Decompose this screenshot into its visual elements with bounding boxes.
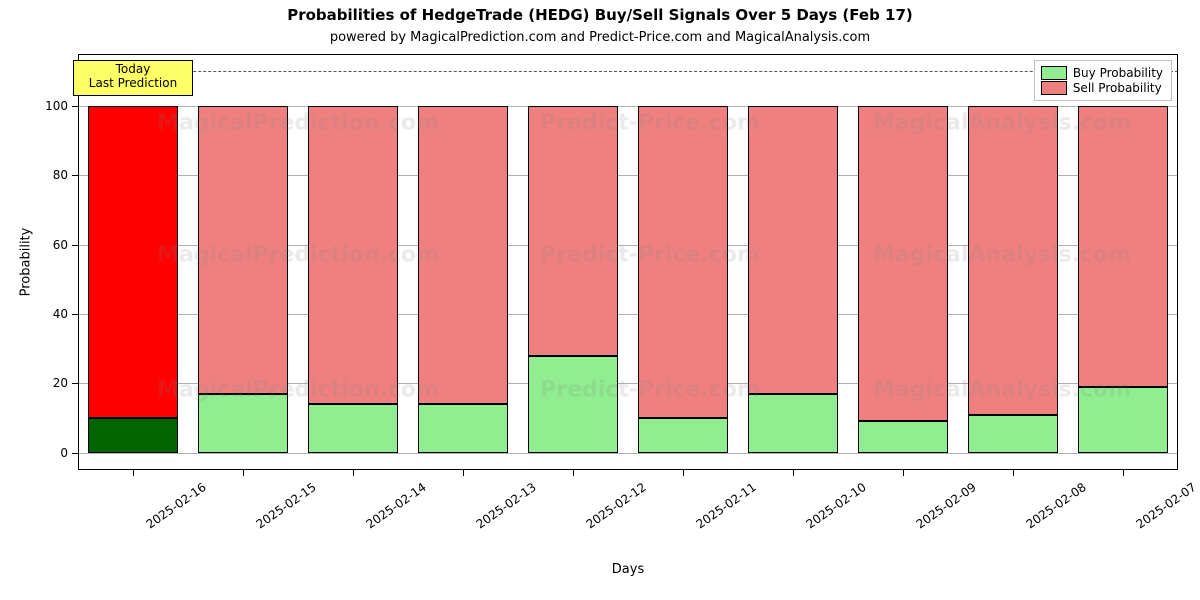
y-tick <box>72 106 78 107</box>
bar-buy <box>88 418 178 453</box>
legend-label: Buy Probability <box>1073 66 1163 80</box>
x-tick-label: 2025-02-11 <box>694 480 759 531</box>
y-tick-label: 80 <box>38 168 68 182</box>
plot-area: MagicalPrediction.comPredict-Price.comMa… <box>78 54 1178 470</box>
x-tick <box>243 470 244 476</box>
x-tick <box>683 470 684 476</box>
x-tick-label: 2025-02-12 <box>584 480 649 531</box>
bar-buy <box>748 394 838 453</box>
figure: Probabilities of HedgeTrade (HEDG) Buy/S… <box>0 0 1200 600</box>
bar-sell <box>528 106 618 356</box>
x-tick-label: 2025-02-09 <box>914 480 979 531</box>
bar-buy <box>1078 387 1168 453</box>
bar-sell <box>638 106 728 418</box>
y-tick-label: 40 <box>38 307 68 321</box>
bar-sell <box>858 106 948 421</box>
y-tick-label: 100 <box>38 99 68 113</box>
bar-buy <box>418 404 508 453</box>
x-tick-label: 2025-02-13 <box>474 480 539 531</box>
bar-sell <box>308 106 398 404</box>
chart-subtitle: powered by MagicalPrediction.com and Pre… <box>0 30 1200 45</box>
x-tick-label: 2025-02-08 <box>1024 480 1089 531</box>
legend-label: Sell Probability <box>1073 81 1162 95</box>
x-tick <box>1123 470 1124 476</box>
x-tick-label: 2025-02-16 <box>144 480 209 531</box>
y-tick-label: 60 <box>38 238 68 252</box>
x-tick <box>793 470 794 476</box>
y-tick <box>72 314 78 315</box>
x-tick <box>463 470 464 476</box>
legend-swatch <box>1041 81 1067 95</box>
x-tick <box>353 470 354 476</box>
today-callout: TodayLast Prediction <box>73 60 193 96</box>
reference-line <box>78 71 1178 72</box>
bar-sell <box>198 106 288 394</box>
x-tick-label: 2025-02-14 <box>364 480 429 531</box>
gridline <box>78 453 1178 454</box>
y-tick <box>72 453 78 454</box>
y-tick-label: 20 <box>38 376 68 390</box>
bar-buy <box>858 421 948 452</box>
x-tick <box>573 470 574 476</box>
y-tick-label: 0 <box>38 446 68 460</box>
legend: Buy ProbabilitySell Probability <box>1034 60 1172 101</box>
y-tick <box>72 245 78 246</box>
x-tick-label: 2025-02-15 <box>254 480 319 531</box>
x-tick <box>903 470 904 476</box>
bar-sell <box>88 106 178 418</box>
legend-row: Buy Probability <box>1041 66 1163 80</box>
bar-sell <box>968 106 1058 415</box>
callout-line1: Today <box>74 63 192 77</box>
bar-sell <box>1078 106 1168 387</box>
chart-title: Probabilities of HedgeTrade (HEDG) Buy/S… <box>0 6 1200 24</box>
x-tick <box>1013 470 1014 476</box>
bar-buy <box>308 404 398 453</box>
callout-line2: Last Prediction <box>74 77 192 91</box>
bar-sell <box>748 106 838 394</box>
y-tick <box>72 175 78 176</box>
bar-sell <box>418 106 508 404</box>
bar-buy <box>968 415 1058 453</box>
bar-buy <box>198 394 288 453</box>
x-tick-label: 2025-02-10 <box>804 480 869 531</box>
y-tick <box>72 383 78 384</box>
bar-buy <box>528 356 618 453</box>
bar-buy <box>638 418 728 453</box>
x-tick-label: 2025-02-07 <box>1134 480 1199 531</box>
legend-swatch <box>1041 66 1067 80</box>
x-axis-label: Days <box>612 562 644 577</box>
x-tick <box>133 470 134 476</box>
legend-row: Sell Probability <box>1041 81 1163 95</box>
y-axis-label: Probability <box>19 228 34 297</box>
